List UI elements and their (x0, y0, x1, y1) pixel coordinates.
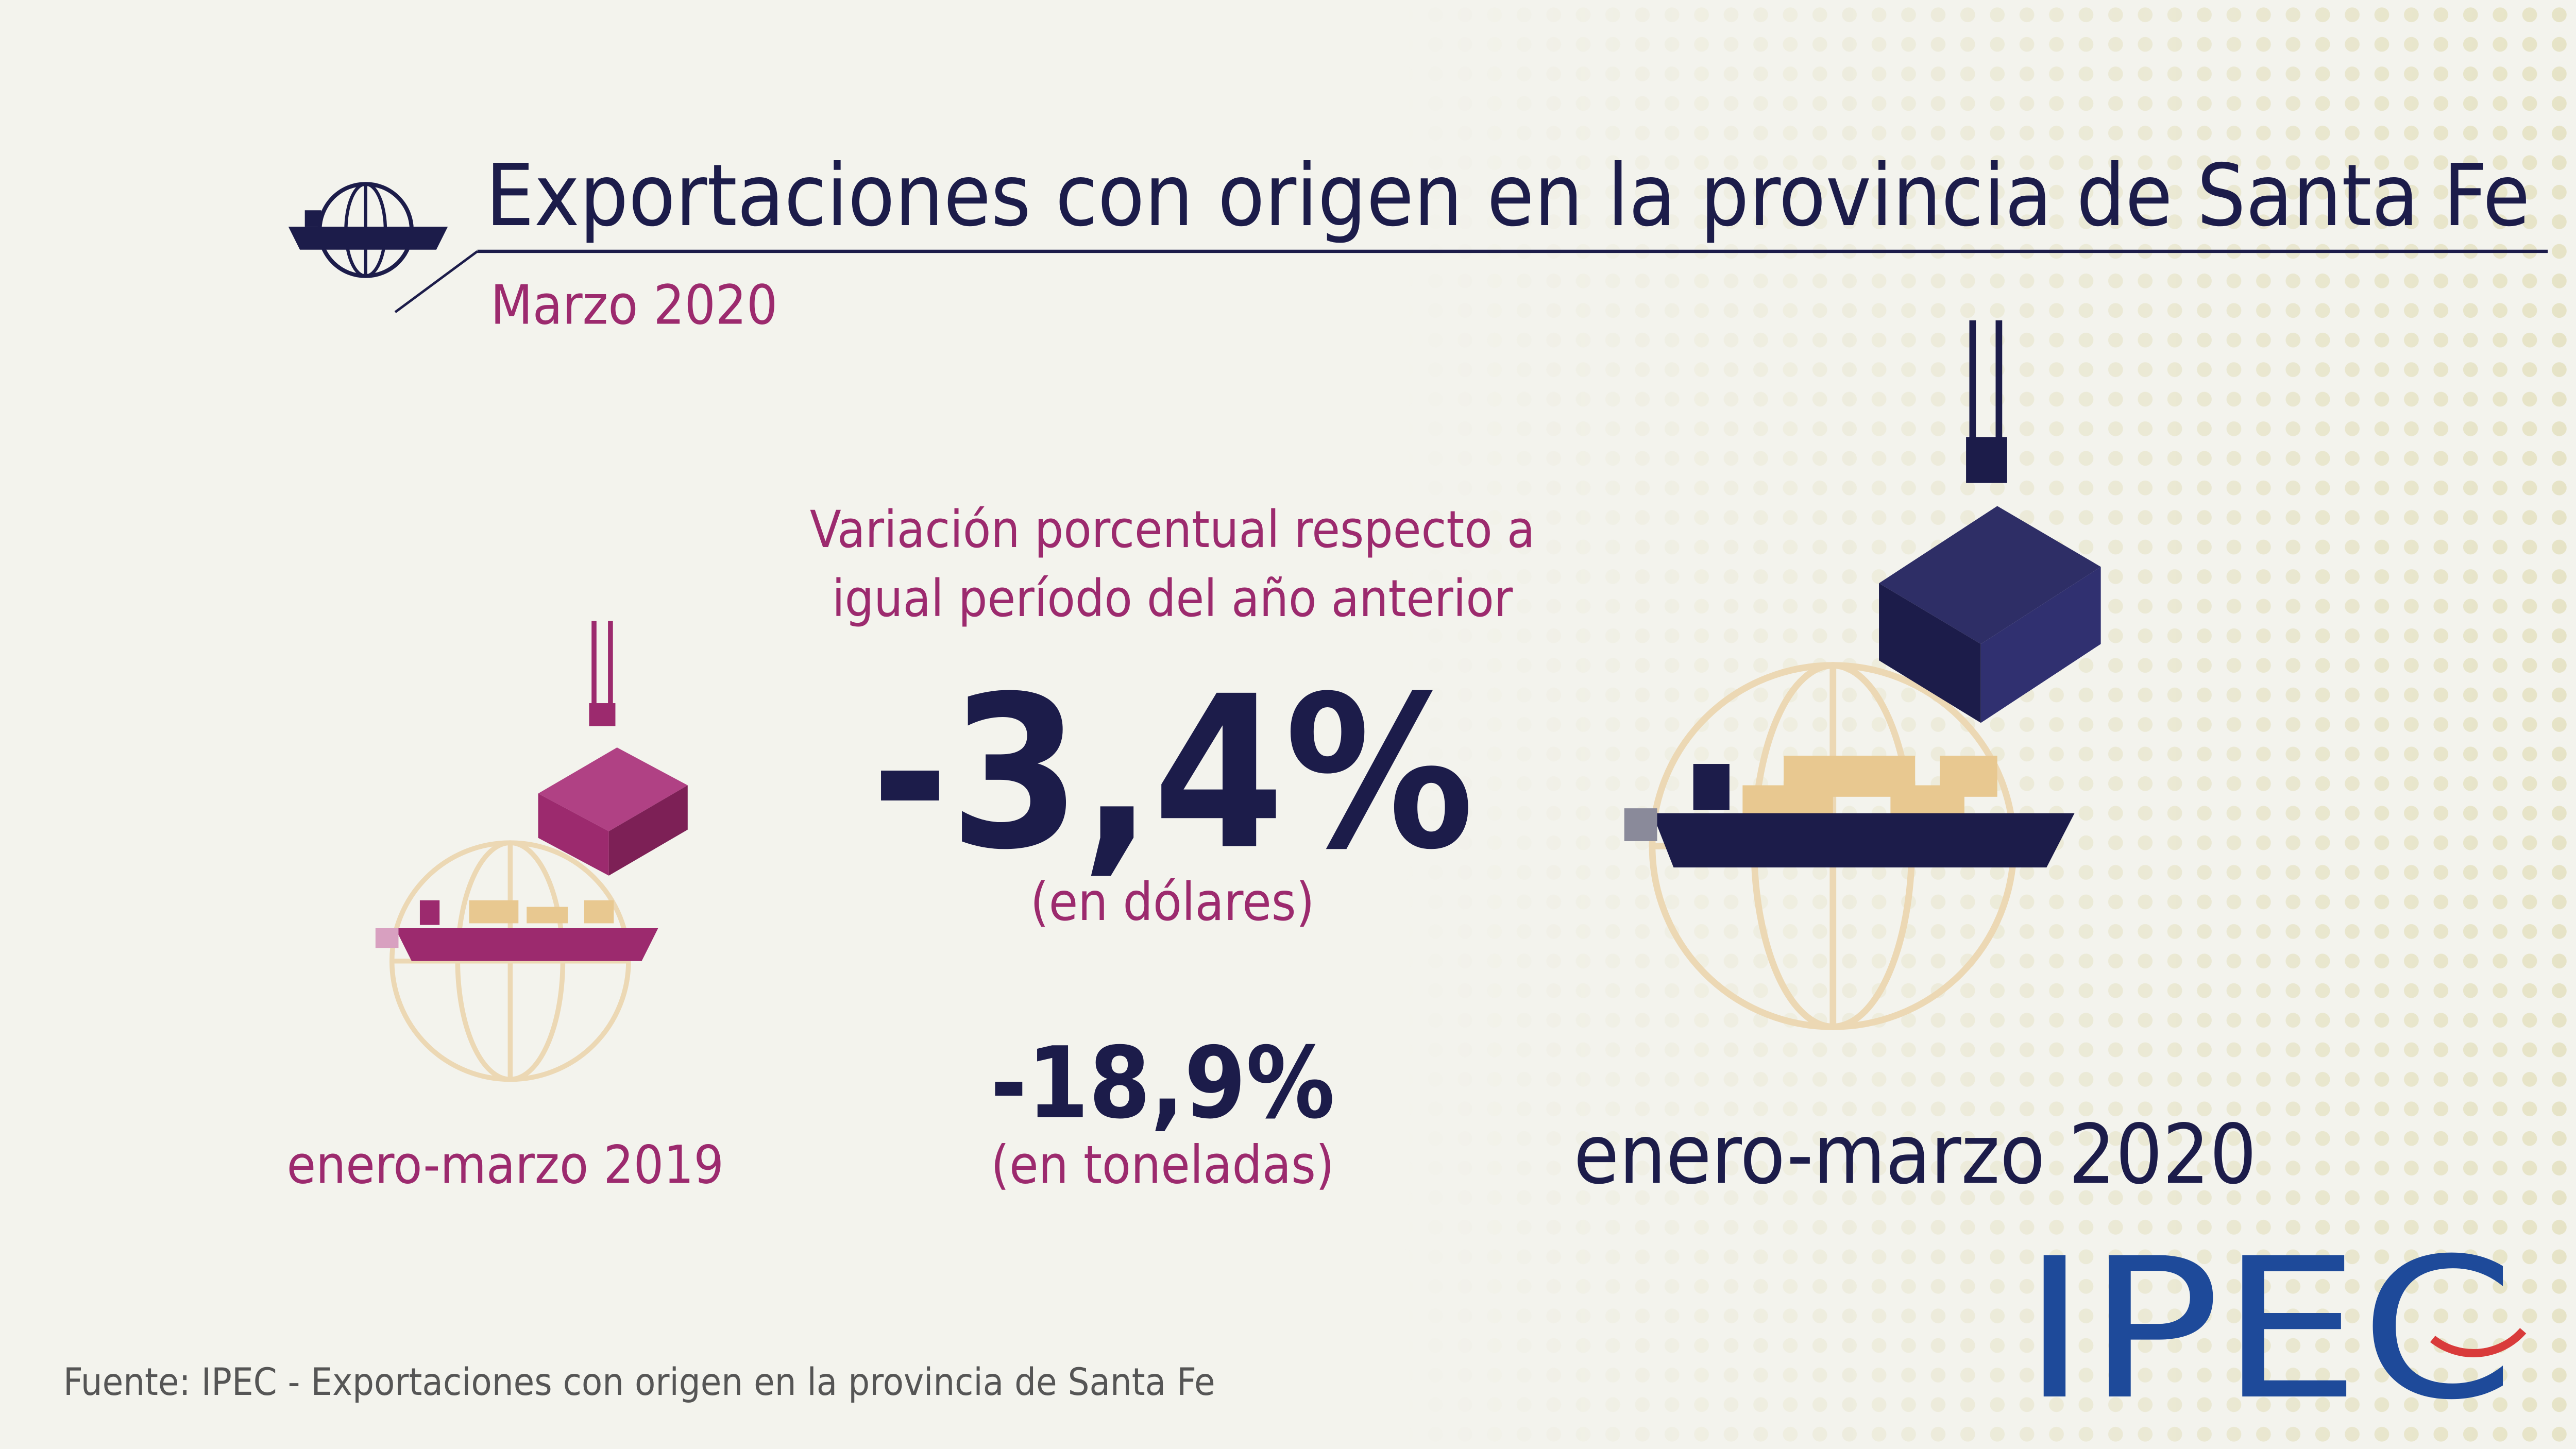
caption-line: Variación porcentual respecto a (810, 500, 1535, 559)
illustration-2019 (375, 621, 688, 1082)
stat-value: -3,4% (871, 652, 1474, 896)
period-label: enero-marzo 2019 (287, 1134, 724, 1196)
illustration-2020 (1624, 320, 2101, 1030)
title-rule (394, 250, 478, 313)
caption-line: igual período del año anterior (832, 569, 1513, 628)
dot-pattern (1397, 0, 2576, 1449)
logo-swoosh (2430, 1328, 2527, 1357)
header-icon (288, 182, 448, 278)
stat-unit: (en toneladas) (991, 1134, 1334, 1196)
subtitle: Marzo 2020 (490, 273, 777, 336)
period-label: enero-marzo 2020 (1573, 1106, 2257, 1202)
stat-value: -18,9% (990, 1026, 1335, 1141)
title: Exportaciones con origen en la provincia… (486, 146, 2530, 246)
logo: IPEC (2022, 1217, 2515, 1442)
stat-unit: (en dólares) (1030, 872, 1315, 933)
source: Fuente: IPEC - Exportaciones con origen … (63, 1360, 1215, 1404)
